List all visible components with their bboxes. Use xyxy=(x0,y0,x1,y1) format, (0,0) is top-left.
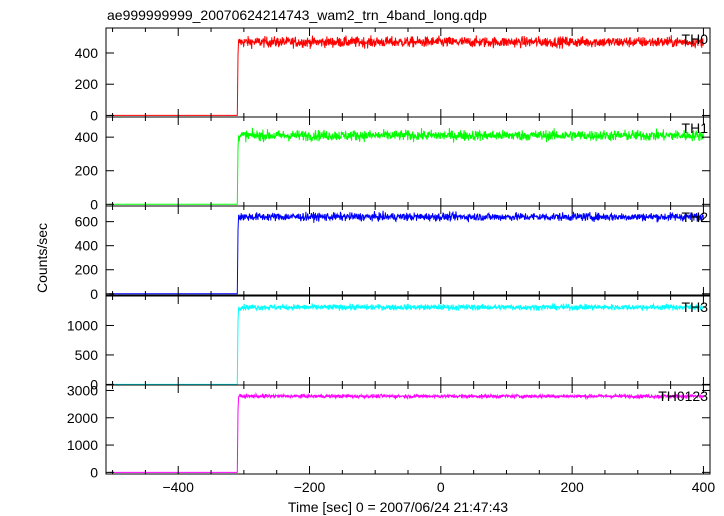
panels-group: 0 200 400 TH0 0 200 400 TH1 0 200 400 600 TH2 0 500 100… xyxy=(67,27,715,495)
y-tick-label: 0 xyxy=(90,464,98,480)
x-tick-label: 400 xyxy=(692,479,716,495)
y-tick-label: 600 xyxy=(75,214,99,230)
series-line-th1 xyxy=(109,127,704,205)
y-tick-label: 0 xyxy=(90,376,98,392)
panel-th2: 0 200 400 600 TH2 xyxy=(75,205,711,302)
y-axis-title: Counts/sec xyxy=(34,223,50,293)
y-tick-label: 200 xyxy=(75,76,99,92)
band-label-th1: TH1 xyxy=(682,120,709,136)
y-tick-label: 200 xyxy=(75,163,99,179)
series-line-th0123 xyxy=(109,391,704,473)
y-tick-label: 500 xyxy=(75,347,99,363)
band-label-th0: TH0 xyxy=(682,31,709,47)
y-tick-label: 0 xyxy=(90,196,98,212)
y-tick-label: 0 xyxy=(90,107,98,123)
x-tick-label: 0 xyxy=(437,479,445,495)
x-tick-label: −400 xyxy=(162,479,194,495)
panel-th0: 0 200 400 TH0 xyxy=(75,27,711,123)
y-tick-label: 200 xyxy=(75,262,99,278)
x-tick-label: −200 xyxy=(294,479,326,495)
panel-th0123: 0 1000 2000 3000 TH0123 −400 −200 0 200 400 xyxy=(67,382,715,495)
y-tick-label: 1000 xyxy=(67,437,98,453)
x-tick-label: 200 xyxy=(560,479,584,495)
series-line-th3 xyxy=(109,302,704,385)
y-tick-label: 3000 xyxy=(67,382,98,398)
y-tick-label: 400 xyxy=(75,129,99,145)
band-label-th3: TH3 xyxy=(682,299,709,315)
panel-th3: 0 500 1000 TH3 xyxy=(67,295,711,392)
y-tick-label: 400 xyxy=(75,45,99,61)
y-tick-label: 2000 xyxy=(67,410,98,426)
band-label-th2: TH2 xyxy=(682,209,709,225)
chart-title: ae999999999_20070624214743_wam2_trn_4ban… xyxy=(107,7,487,23)
band-label-th0123: TH0123 xyxy=(658,388,708,404)
y-tick-label: 400 xyxy=(75,238,99,254)
y-tick-label: 0 xyxy=(90,286,98,302)
y-tick-label: 1000 xyxy=(67,317,98,333)
x-axis-title: Time [sec] 0 = 2007/06/24 21:47:43 xyxy=(288,499,508,515)
series-line-th0 xyxy=(109,35,704,116)
series-line-th2 xyxy=(109,210,704,295)
panel-frame xyxy=(105,116,711,207)
panel-th1: 0 200 400 TH1 xyxy=(75,116,711,212)
